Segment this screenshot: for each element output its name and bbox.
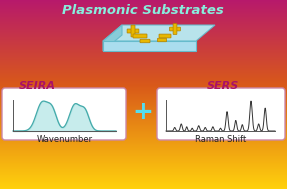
Text: Wavenumber: Wavenumber (36, 135, 93, 144)
Polygon shape (103, 25, 215, 41)
FancyBboxPatch shape (127, 29, 139, 33)
Text: SEIRA: SEIRA (18, 81, 55, 91)
FancyBboxPatch shape (158, 38, 166, 42)
Text: Raman Shift: Raman Shift (195, 135, 246, 144)
FancyBboxPatch shape (133, 34, 147, 38)
FancyBboxPatch shape (159, 34, 171, 38)
FancyBboxPatch shape (131, 25, 135, 37)
FancyBboxPatch shape (157, 88, 285, 140)
FancyBboxPatch shape (173, 24, 177, 34)
FancyBboxPatch shape (140, 39, 150, 43)
Text: Plasmonic Substrates: Plasmonic Substrates (62, 4, 224, 16)
FancyBboxPatch shape (2, 88, 126, 140)
Text: +: + (133, 100, 154, 124)
Polygon shape (103, 41, 196, 51)
FancyBboxPatch shape (170, 27, 181, 31)
Text: SERS: SERS (207, 81, 239, 91)
Polygon shape (103, 25, 122, 51)
